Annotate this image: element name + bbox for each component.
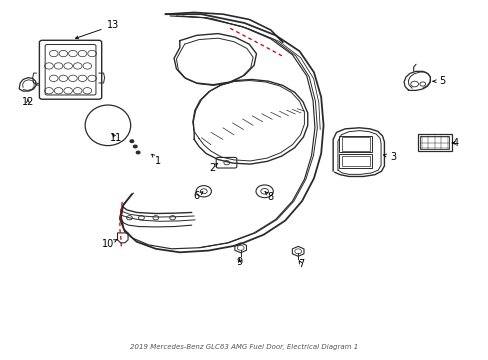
Bar [339,154,371,168]
Text: 8: 8 [264,192,273,202]
Text: 4: 4 [451,138,457,148]
Text: 3: 3 [383,152,395,162]
Text: 5: 5 [432,76,444,86]
Text: 2: 2 [208,163,218,173]
Bar [339,136,371,153]
Text: 12: 12 [21,97,34,107]
Text: 7: 7 [297,259,304,269]
Bar [341,137,369,151]
Circle shape [136,151,140,154]
Text: 2019 Mercedes-Benz GLC63 AMG Fuel Door, Electrical Diagram 1: 2019 Mercedes-Benz GLC63 AMG Fuel Door, … [130,344,358,350]
Text: 6: 6 [193,191,203,201]
Text: 10: 10 [102,239,117,249]
Text: 11: 11 [110,133,122,143]
Circle shape [133,145,137,148]
Bar [420,136,448,149]
Circle shape [130,140,134,143]
Text: 9: 9 [236,257,242,267]
Bar [417,134,450,151]
Bar [341,156,369,166]
Text: 13: 13 [76,21,119,39]
Text: 1: 1 [151,154,161,166]
